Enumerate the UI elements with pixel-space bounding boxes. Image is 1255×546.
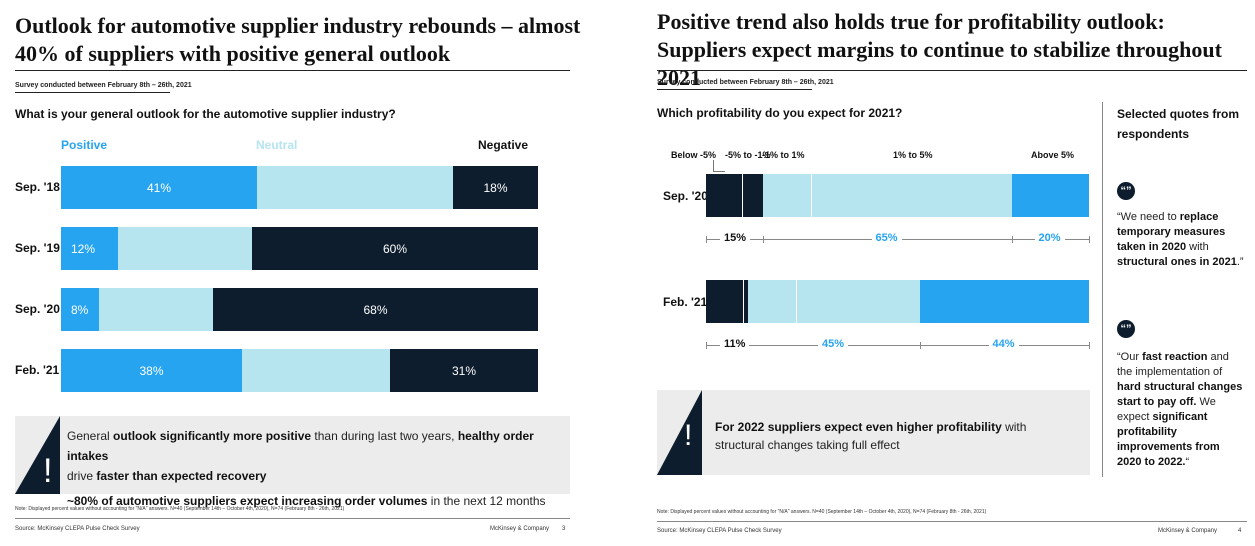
survey-dates: Survey conducted between February 8th – … [15,82,192,89]
data-label: 18% [483,180,508,195]
data-label: 44% [988,338,1019,350]
footnote: Note: Displayed percent values without a… [15,506,345,512]
data-label: 12% [71,241,96,256]
page-number: 3 [562,526,566,532]
bar-segment-neg: 31% [390,349,538,392]
data-label: 20% [1034,232,1065,244]
category-label: Feb. '21 [15,363,60,377]
data-label: 31% [451,363,477,378]
footnote: Note: Displayed percent values without a… [657,509,987,515]
segment-divider [742,174,743,217]
segment-divider [811,174,812,217]
callout-text: For 2022 suppliers expect even higher pr… [715,420,1027,452]
quote-icon: “” [1117,320,1135,338]
bracket-tick [763,236,764,243]
bracket-tick [1012,236,1013,243]
bar-segment-neu [763,174,1012,217]
bar-segment-neu [257,166,453,209]
title-rule [15,70,570,71]
quotes-divider [1102,102,1103,477]
data-label: 8% [71,302,89,317]
footer-rule [15,518,570,519]
bar-segment-pos: 41% [61,166,257,209]
bar-segment-neu [99,288,213,331]
bar-segment-pos: 12% [61,227,118,270]
brand: McKinsey & Company [1158,528,1218,534]
title-rule [657,70,1247,71]
exclamation-mark: ! [684,419,692,452]
slide-right: Positive trend also holds true for profi… [645,0,1255,546]
bar-segment-pos: 8% [61,288,99,331]
chart-question: What is your general outlook for the aut… [15,107,396,121]
data-label: 15% [720,232,751,244]
bar-segment-neg [706,174,763,217]
survey-rule [15,92,170,93]
category-label: Sep. '18 [15,180,60,194]
quote-2: “Our fast reaction and the implementatio… [1117,351,1243,468]
data-label: 38% [139,363,164,378]
bracket-tick [1089,342,1090,349]
bar-segment-pos: 38% [61,349,242,392]
quotes-header: Selected quotes from respondents [1117,107,1240,141]
bar-segment-neg [706,280,748,323]
slide-left: Outlook for automotive supplier industry… [0,0,590,546]
data-label: 60% [382,241,408,256]
column-header: 1% to 5% [893,150,933,160]
column-header: -1% to 1% [762,150,805,160]
chart-question: Which profitability do you expect for 20… [657,106,903,120]
survey-dates: Survey conducted between February 8th – … [657,79,834,86]
callout-box [15,416,570,494]
quote-icon: “” [1117,182,1135,200]
segment-divider [796,280,797,323]
column-header: Above 5% [1031,150,1075,160]
callout-text: General outlook significantly more posit… [67,429,546,508]
bracket-tick [1089,236,1090,243]
bar-segment-neg: 18% [453,166,538,209]
quote-1: “We need to replace temporary measures t… [1117,211,1244,268]
bar-segment-pos [920,280,1089,323]
bar-segment-neu [242,349,390,392]
data-label: 45% [818,338,849,350]
category-label: Sep. '20 [663,189,708,203]
bracket-tick [920,342,921,349]
data-label: 68% [363,302,388,317]
data-label: 11% [720,338,750,350]
exclamation-icon: ! [15,416,60,494]
data-label: 41% [146,180,172,195]
header-positive: Positive [61,138,108,152]
bar-segment-neu [748,280,920,323]
page-number: 4 [1238,528,1242,534]
brand: McKinsey & Company [490,526,550,532]
survey-rule [657,89,812,90]
bracket-tick [706,342,707,349]
segment-divider [743,280,744,323]
source: Source: McKinsey CLEPA Pulse Check Surve… [15,526,140,532]
bar-segment-neg: 68% [213,288,538,331]
bracket-tick [706,236,707,243]
slide-title: Outlook for automotive supplier industry… [15,13,581,66]
source: Source: McKinsey CLEPA Pulse Check Surve… [657,528,782,534]
header-negative: Negative [478,138,529,152]
exclamation-icon: ! [657,390,702,475]
slide-title: Positive trend also holds true for profi… [657,9,1222,90]
footer-rule [657,521,1247,522]
bar-segment-pos [1012,174,1089,217]
column-header: -5% to -1% [725,150,771,160]
header-neutral: Neutral [256,138,298,152]
category-label: Sep. '19 [15,241,60,255]
bar-segment-neu [118,227,252,270]
callout-box [657,390,1090,475]
data-label: 65% [871,232,902,244]
header-leader [713,160,725,172]
column-header: Below -5% [671,150,717,160]
category-label: Sep. '20 [15,302,60,316]
category-label: Feb. '21 [663,295,708,309]
exclamation-mark: ! [43,452,52,490]
bracket-line [706,345,1089,346]
bar-segment-neg: 60% [252,227,538,270]
